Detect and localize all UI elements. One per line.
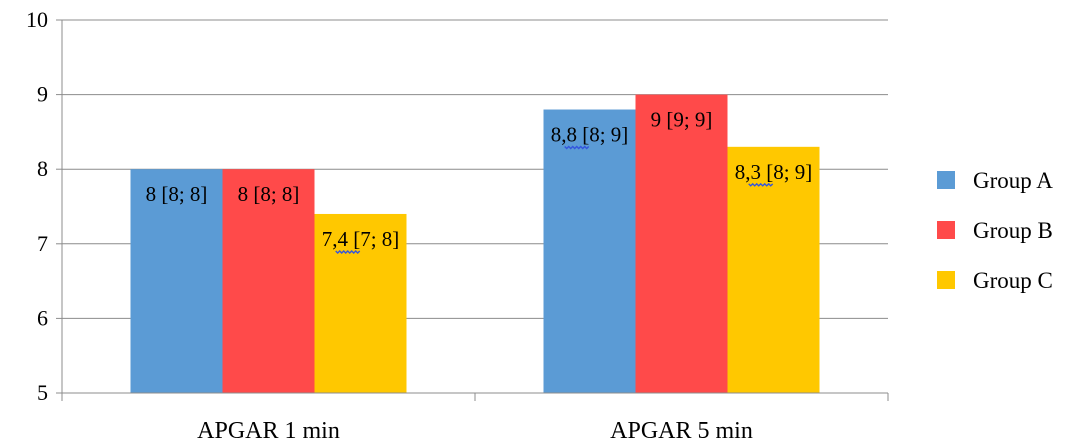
legend-label: Group B (973, 218, 1053, 243)
bar (635, 94, 728, 393)
data-labels: 8 [8; 8] 8 [8; 8] 7,4 [7; 8] 8,8 [8; 9] 9 [9… (146, 108, 813, 254)
legend-swatch (937, 271, 955, 289)
legend-swatch (937, 221, 955, 239)
y-tick-label: 9 (37, 82, 48, 107)
y-axis-tick-labels: 5 6 7 8 9 10 (26, 7, 48, 405)
y-tick-label: 6 (37, 305, 48, 330)
data-label: 8,3 [8; 9] (735, 160, 813, 184)
y-tick-label: 8 (37, 156, 48, 181)
legend-swatch (937, 171, 955, 189)
bars (130, 94, 820, 394)
spellcheck-squiggle (335, 249, 361, 254)
bar (314, 213, 407, 393)
x-category-label: APGAR 5 min (610, 418, 753, 444)
legend-label: Group A (973, 168, 1053, 193)
axes (56, 19, 889, 401)
data-label: 8 [8; 8] (238, 182, 300, 206)
data-label: 8 [8; 8] (146, 182, 208, 206)
bar (222, 169, 315, 393)
legend: Group A Group B Group C (937, 168, 1053, 293)
bar (543, 109, 636, 394)
data-label: 9 [9; 9] (651, 108, 713, 132)
spellcheck-squiggle (564, 145, 590, 150)
y-tick-label: 7 (37, 231, 48, 256)
x-axis-category-labels: APGAR 1 min APGAR 5 min (197, 418, 753, 444)
data-label: 8,8 [8; 9] (551, 123, 629, 147)
spellcheck-squiggle (748, 182, 774, 187)
bar (130, 169, 223, 393)
x-category-label: APGAR 1 min (197, 418, 340, 444)
y-tick-label: 5 (37, 380, 48, 405)
y-tick-label: 10 (26, 7, 48, 32)
data-label: 7,4 [7; 8] (322, 227, 400, 251)
legend-label: Group C (973, 268, 1053, 293)
bar (727, 146, 820, 393)
